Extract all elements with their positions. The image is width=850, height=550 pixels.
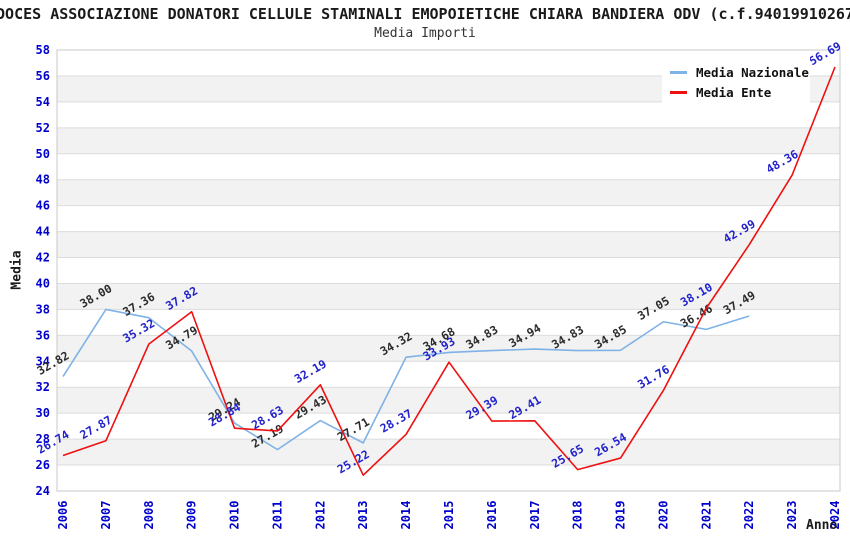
svg-text:2008: 2008 — [142, 501, 156, 530]
svg-text:56: 56 — [36, 69, 50, 83]
svg-text:2014: 2014 — [399, 501, 413, 530]
legend-item-media-nazionale: Media Nazionale — [670, 62, 809, 82]
legend: Media Nazionale Media Ente — [662, 57, 810, 109]
legend-swatch-nazionale-icon — [670, 70, 687, 74]
svg-text:50: 50 — [36, 147, 50, 161]
chart-title: DOCES ASSOCIAZIONE DONATORI CELLULE STAM… — [0, 5, 850, 23]
svg-text:34: 34 — [36, 354, 50, 368]
svg-text:2012: 2012 — [313, 501, 327, 530]
svg-text:2017: 2017 — [528, 501, 542, 530]
svg-text:2007: 2007 — [99, 501, 113, 530]
chart-subtitle: Media Importi — [374, 26, 476, 41]
svg-text:26: 26 — [36, 458, 50, 472]
svg-text:2022: 2022 — [742, 501, 756, 530]
svg-text:38: 38 — [36, 302, 50, 316]
svg-text:24: 24 — [36, 484, 50, 498]
svg-text:40: 40 — [36, 276, 50, 290]
svg-text:30: 30 — [36, 406, 50, 420]
svg-text:28: 28 — [36, 432, 50, 446]
svg-text:2021: 2021 — [699, 501, 713, 530]
y-axis-title: Media — [9, 250, 25, 290]
svg-text:44: 44 — [36, 225, 50, 239]
svg-text:2024: 2024 — [828, 501, 842, 530]
svg-text:2010: 2010 — [228, 501, 242, 530]
svg-text:2013: 2013 — [356, 501, 370, 530]
svg-text:46: 46 — [36, 199, 50, 213]
legend-label-nazionale: Media Nazionale — [696, 64, 809, 80]
svg-text:2019: 2019 — [614, 501, 628, 530]
svg-text:2011: 2011 — [270, 501, 284, 530]
svg-text:2020: 2020 — [656, 501, 670, 530]
legend-label-ente: Media Ente — [696, 84, 772, 100]
svg-text:52: 52 — [36, 121, 50, 135]
svg-text:58: 58 — [36, 43, 50, 57]
svg-text:2018: 2018 — [571, 501, 585, 530]
legend-swatch-ente-icon — [670, 90, 687, 94]
legend-item-media-ente: Media Ente — [670, 82, 802, 102]
svg-text:36: 36 — [36, 328, 50, 342]
svg-text:2015: 2015 — [442, 501, 456, 530]
svg-text:32: 32 — [36, 380, 50, 394]
svg-text:48: 48 — [36, 173, 50, 187]
svg-text:2009: 2009 — [185, 501, 199, 530]
svg-text:54: 54 — [36, 95, 50, 109]
svg-text:2006: 2006 — [56, 501, 70, 530]
x-axis-title: Anno — [806, 518, 838, 533]
svg-text:2016: 2016 — [485, 501, 499, 530]
svg-text:42: 42 — [36, 251, 50, 265]
svg-text:2023: 2023 — [785, 501, 799, 530]
